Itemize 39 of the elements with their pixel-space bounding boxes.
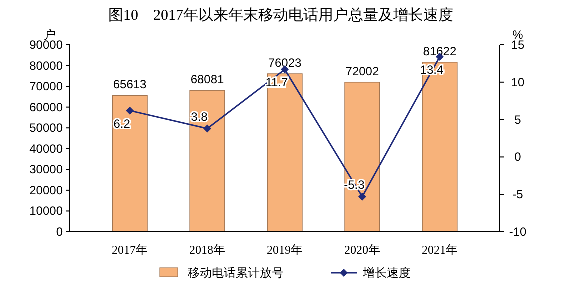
bar — [344, 82, 380, 232]
y2-tick-label: 10 — [511, 75, 525, 90]
data-label: 11.7 — [266, 76, 289, 90]
x-tick-label: 2019年 — [267, 243, 303, 257]
y2-tick-label: -5 — [512, 188, 524, 202]
y-tick-label: 70000 — [30, 80, 64, 94]
y-tick-label: 10000 — [30, 204, 64, 218]
point — [358, 192, 366, 201]
y-tick-label: 40000 — [30, 142, 64, 156]
y2-tick-label: 5 — [514, 112, 522, 127]
bar — [190, 90, 226, 232]
bar — [422, 62, 458, 232]
y2-tick-label: 0 — [514, 150, 522, 164]
point — [126, 106, 134, 115]
y2-tick-label: -10 — [509, 225, 527, 239]
x-tick-label: 2021年 — [422, 243, 458, 257]
y-tick-label: 20000 — [30, 183, 64, 198]
legend-label: 移动电话累计放号 — [188, 266, 284, 280]
bar — [267, 74, 303, 232]
data-label: 81622 — [423, 44, 457, 58]
x-tick-label: 2017年 — [112, 243, 148, 257]
data-label: 72002 — [346, 64, 380, 78]
point — [204, 124, 212, 133]
y-tick-label: 50000 — [30, 121, 64, 136]
data-label: 3.8 — [191, 110, 208, 124]
y-tick-label: 80000 — [30, 58, 64, 73]
chart-title: 图10 2017年以来年末移动电话用户总量及增长速度 — [108, 7, 454, 24]
data-label: 65613 — [113, 78, 148, 92]
bar — [112, 95, 148, 232]
x-tick-label: 2018年 — [190, 243, 226, 257]
x-tick-label: 2020年 — [344, 243, 380, 257]
y-tick-label: 0 — [56, 225, 64, 239]
data-label: 76023 — [268, 56, 302, 70]
legend-label: 增长速度 — [362, 266, 411, 280]
y-axis-title: 户 — [44, 28, 56, 42]
y-tick-label: 30000 — [30, 162, 64, 177]
y-tick-label: 60000 — [30, 100, 64, 114]
data-label: 6.2 — [114, 116, 131, 131]
data-label: 68081 — [190, 72, 225, 87]
